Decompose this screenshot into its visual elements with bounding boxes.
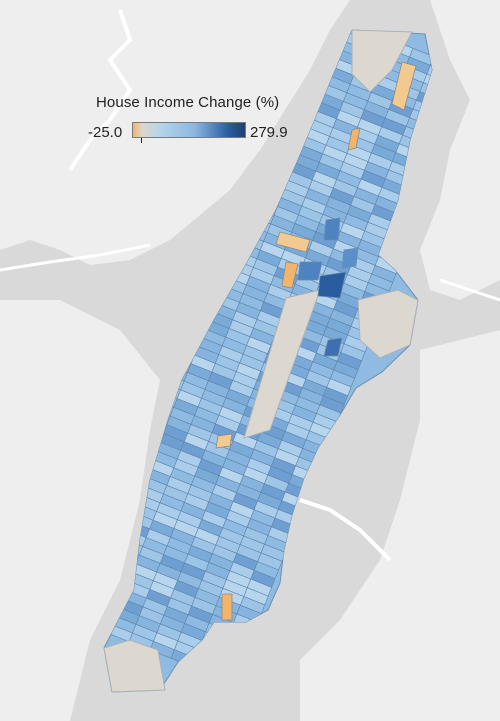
census-tract[interactable] [229, 622, 255, 640]
legend-gradient-bar [132, 122, 246, 138]
census-tract[interactable] [204, 259, 230, 277]
census-tract[interactable] [169, 346, 195, 365]
census-tract[interactable] [294, 93, 320, 111]
census-tract[interactable] [430, 116, 455, 135]
census-tract[interactable] [212, 665, 238, 684]
census-tract[interactable] [399, 195, 425, 213]
census-tract[interactable] [434, 109, 458, 126]
census-tract[interactable] [222, 639, 248, 658]
census-tract[interactable] [176, 328, 202, 347]
census-tract[interactable] [231, 189, 258, 208]
census-tract[interactable] [441, 91, 465, 108]
census-tract[interactable] [409, 47, 434, 66]
census-tract[interactable] [191, 657, 217, 676]
census-tract[interactable] [419, 142, 444, 161]
parks-layer [103, 29, 419, 693]
census-tract[interactable] [211, 241, 237, 260]
census-tract[interactable] [219, 648, 245, 667]
census-tract[interactable] [395, 203, 421, 222]
census-tract[interactable] [197, 276, 223, 295]
census-tract[interactable] [162, 363, 188, 382]
census-tract[interactable] [252, 197, 278, 216]
census-tract[interactable] [419, 82, 444, 101]
census-tract[interactable] [426, 125, 451, 144]
census-tract[interactable] [259, 180, 285, 199]
census-tract[interactable] [173, 337, 199, 356]
color-legend: House Income Change (%) -25.0 279.9 [88, 92, 298, 152]
census-tract[interactable] [235, 180, 261, 199]
census-tract[interactable] [198, 640, 224, 658]
census-tract[interactable] [215, 657, 241, 675]
census-tract[interactable] [225, 206, 251, 225]
census-tract[interactable] [301, 75, 327, 94]
census-tract[interactable] [266, 162, 292, 181]
census-tract[interactable] [242, 223, 268, 242]
census-tract[interactable] [263, 171, 289, 190]
census-tract[interactable] [218, 224, 244, 243]
census-tract[interactable] [226, 630, 252, 649]
legend-zero-tick [141, 138, 142, 143]
census-tract[interactable] [438, 100, 462, 117]
legend-max-label: 279.9 [250, 124, 288, 141]
census-tract[interactable] [155, 381, 181, 399]
census-tract[interactable] [423, 73, 448, 92]
census-tract[interactable] [193, 285, 219, 304]
census-tract[interactable] [405, 177, 432, 196]
census-tract[interactable] [402, 186, 428, 205]
census-tract[interactable] [221, 215, 247, 234]
census-tract[interactable] [207, 250, 233, 269]
legend-min-label: -25.0 [88, 124, 123, 141]
census-tract[interactable] [194, 648, 221, 667]
census-tract[interactable] [381, 238, 407, 257]
legend-title: House Income Change (%) [96, 94, 280, 111]
census-tract[interactable] [228, 198, 254, 216]
census-tract[interactable] [159, 372, 185, 391]
census-tract[interactable] [180, 320, 206, 338]
census-tract[interactable] [256, 189, 282, 207]
census-tract[interactable] [200, 267, 226, 286]
census-tract[interactable] [238, 172, 264, 190]
high-change-tracts[interactable] [297, 217, 359, 357]
negative-tracts[interactable] [215, 61, 417, 621]
census-tract[interactable] [392, 212, 418, 231]
census-tract[interactable] [416, 151, 441, 170]
census-tract[interactable] [270, 154, 296, 172]
census-tract[interactable] [388, 221, 414, 240]
census-tract[interactable] [423, 134, 448, 152]
census-tract[interactable] [214, 233, 240, 251]
census-tract[interactable] [190, 294, 216, 312]
census-tract[interactable] [239, 232, 265, 251]
census-tract[interactable] [297, 84, 323, 103]
census-tract[interactable] [183, 311, 209, 330]
census-tract[interactable] [409, 169, 434, 187]
census-tract[interactable] [249, 206, 275, 225]
census-tract[interactable] [186, 302, 213, 321]
census-tract[interactable] [385, 230, 411, 248]
census-tract[interactable] [426, 64, 451, 83]
census-tract[interactable] [412, 160, 437, 179]
census-tract[interactable] [205, 622, 231, 641]
census-tract[interactable] [245, 215, 272, 233]
